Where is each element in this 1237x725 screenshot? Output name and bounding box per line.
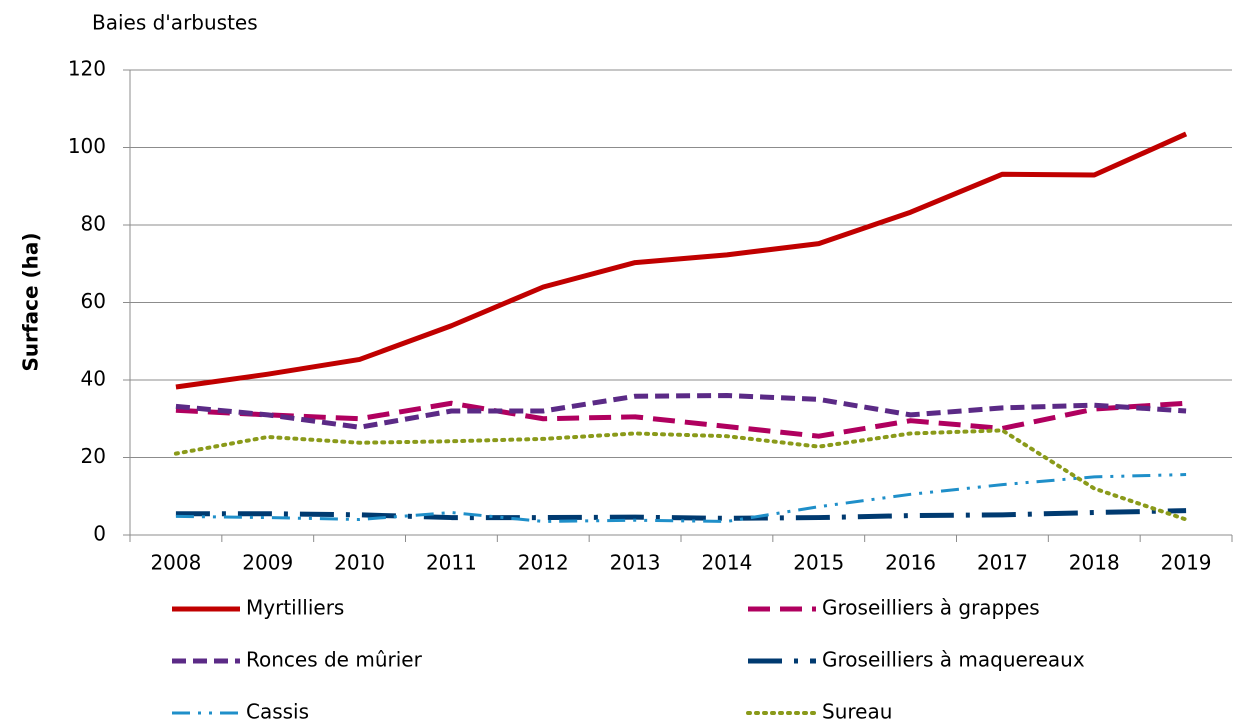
y-tick-label: 80	[81, 212, 106, 236]
x-tick-label: 2016	[885, 551, 936, 575]
x-tick-label: 2013	[610, 551, 661, 575]
x-tick-label: 2014	[701, 551, 752, 575]
y-tick-label: 120	[68, 57, 106, 81]
x-tick-label: 2011	[426, 551, 477, 575]
series-line	[175, 393, 1187, 430]
x-tick-label: 2009	[242, 551, 293, 575]
x-tick-label: 2010	[334, 551, 385, 575]
x-tick-label: 2012	[518, 551, 569, 575]
y-tick-label: 100	[68, 134, 106, 158]
x-tick-label: 2015	[793, 551, 844, 575]
legend-label: Groseilliers à maquereaux	[822, 648, 1085, 672]
y-axis-label: Surface (ha)	[19, 232, 43, 371]
x-tick-label: 2018	[1069, 551, 1120, 575]
legend-label: Cassis	[246, 700, 309, 724]
y-tick-label: 0	[93, 522, 106, 546]
legend-label: Sureau	[822, 700, 892, 724]
x-tick-label: 2019	[1161, 551, 1212, 575]
legend-label: Myrtilliers	[246, 596, 344, 620]
legend-label: Ronces de mûrier	[246, 648, 423, 672]
series-line	[175, 131, 1188, 390]
series-line	[175, 508, 1187, 521]
legend-label: Groseilliers à grappes	[822, 596, 1040, 620]
y-tick-label: 40	[81, 367, 106, 391]
x-tick-label: 2008	[150, 551, 201, 575]
x-tick-label: 2017	[977, 551, 1028, 575]
series-line	[173, 428, 1189, 522]
y-tick-label: 20	[81, 444, 106, 468]
y-tick-label: 60	[81, 289, 106, 313]
chart-title: Baies d'arbustes	[92, 11, 258, 35]
series-line	[175, 400, 1187, 439]
